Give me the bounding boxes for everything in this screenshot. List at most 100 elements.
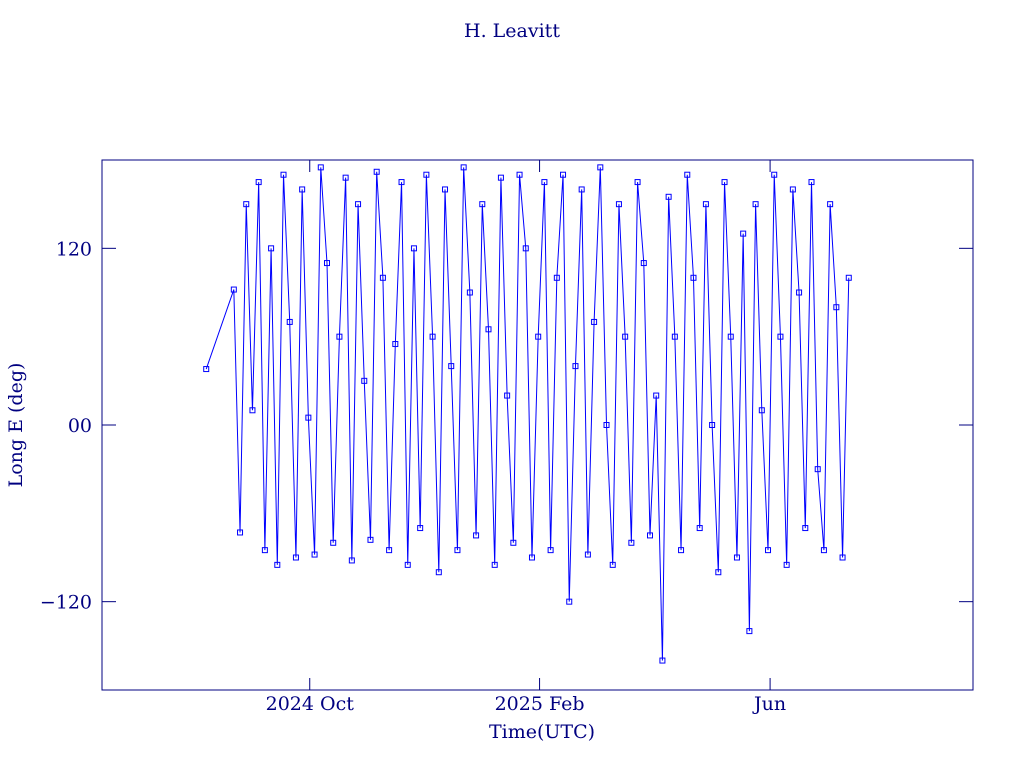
data-point (845, 274, 852, 281)
data-point (203, 366, 210, 373)
data-point (342, 174, 349, 181)
data-point (429, 333, 436, 340)
data-point (373, 168, 380, 175)
data-point (355, 201, 362, 208)
data-point (597, 164, 604, 171)
data-point (255, 179, 262, 186)
data-point (286, 318, 293, 325)
data-point (305, 414, 312, 421)
data-point (665, 193, 672, 200)
data-point (504, 392, 511, 399)
data-point (323, 260, 330, 267)
data-point (386, 547, 393, 554)
data-point (709, 422, 716, 428)
data-point (696, 525, 703, 532)
chart-title: H. Leavitt (464, 20, 560, 42)
data-point (454, 547, 461, 554)
data-point (702, 201, 709, 208)
data-point (280, 171, 287, 178)
data-point (560, 171, 567, 178)
data-point (820, 547, 827, 554)
y-tick-label: 00 (68, 415, 92, 437)
data-point (591, 318, 598, 325)
data-point (684, 171, 691, 178)
data-point (690, 274, 697, 281)
data-line (205, 167, 850, 661)
x-tick-label: 2025 Feb (495, 693, 585, 715)
data-point (535, 333, 542, 340)
data-point (317, 164, 324, 171)
data-point (827, 201, 834, 208)
data-point (410, 245, 417, 252)
data-point (473, 532, 480, 539)
data-point (528, 554, 535, 561)
data-point (733, 554, 740, 561)
data-point (653, 392, 660, 399)
data-point (516, 171, 523, 178)
data-point (243, 201, 250, 208)
data-point (634, 179, 641, 186)
data-point (814, 466, 821, 473)
y-tick-label: −120 (40, 592, 92, 614)
data-point (622, 333, 629, 340)
data-point (746, 628, 753, 635)
data-point (640, 260, 647, 267)
data-point (336, 333, 343, 340)
data-point (603, 422, 610, 428)
data-point (448, 363, 455, 370)
data-point (740, 230, 747, 237)
data-point (497, 174, 504, 181)
x-axis-label: Time(UTC) (489, 721, 595, 743)
data-point (578, 186, 585, 193)
data-point (758, 407, 765, 414)
data-point (261, 547, 268, 554)
data-point (628, 539, 635, 546)
data-point (423, 171, 430, 178)
data-point (361, 377, 368, 384)
data-point (348, 557, 355, 564)
data-point (417, 525, 424, 532)
data-point (299, 186, 306, 193)
x-tick-label: 2024 Oct (266, 693, 355, 715)
data-point (678, 547, 685, 554)
data-point (839, 554, 846, 561)
data-point (330, 539, 337, 546)
data-point (367, 536, 374, 543)
y-axis-label: Long E (deg) (5, 363, 27, 488)
data-point (808, 179, 815, 186)
data-point (646, 532, 653, 539)
plot-frame (101, 159, 974, 691)
data-point (547, 547, 554, 554)
y-tick-label: 120 (56, 238, 92, 260)
data-point (510, 539, 517, 546)
data-point (721, 179, 728, 186)
data-point (466, 289, 473, 296)
data-point (783, 561, 790, 568)
data-point (249, 407, 256, 414)
x-tick-label: Jun (752, 693, 786, 715)
data-point (777, 333, 784, 340)
data-point (833, 304, 840, 311)
data-point (491, 561, 498, 568)
data-point (615, 201, 622, 208)
data-point (479, 201, 486, 208)
data-point (715, 569, 722, 576)
data-point (789, 186, 796, 193)
data-point (404, 561, 411, 568)
data-point (398, 179, 405, 186)
data-point (392, 341, 399, 348)
data-point (435, 569, 442, 576)
data-point (292, 554, 299, 561)
data-point (771, 171, 778, 178)
data-point (671, 333, 678, 340)
data-point (727, 333, 734, 340)
data-point (609, 561, 616, 568)
data-point (553, 274, 560, 281)
data-point (522, 245, 529, 252)
data-point (796, 289, 803, 296)
data-point (274, 561, 281, 568)
data-point (268, 245, 275, 252)
data-point (460, 164, 467, 171)
data-point (311, 551, 318, 558)
